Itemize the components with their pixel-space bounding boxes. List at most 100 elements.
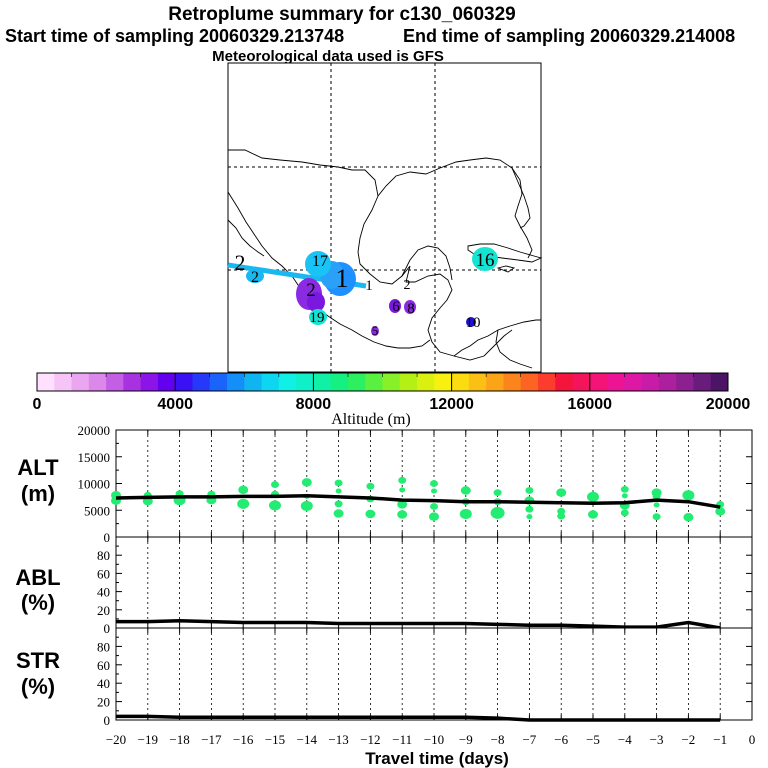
colorbar: 0 4000 8000 12000 16000 20000 Altitude (m) — [33, 372, 751, 428]
alt-point — [397, 500, 408, 509]
colorbar-cell — [434, 373, 453, 391]
colorbar-cell — [123, 373, 142, 391]
x-tick-label: −1 — [713, 732, 727, 747]
colorbar-cell — [140, 373, 159, 391]
alt-point — [399, 487, 406, 493]
colorbar-cell — [589, 373, 608, 391]
colorbar-cell — [624, 373, 643, 391]
colorbar-cell — [54, 373, 73, 391]
str-panel: 0 20 40 60 80 — [97, 627, 753, 728]
y-tick-label: 15000 — [78, 450, 111, 465]
alt-point — [493, 489, 502, 496]
x-tick-label: −9 — [459, 732, 473, 747]
alt-point — [652, 513, 661, 521]
colorbar-tick-label: 20000 — [706, 396, 751, 413]
abl-series-line — [116, 618, 721, 630]
colorbar-cell — [227, 373, 245, 391]
alt-point — [557, 512, 566, 520]
map-label-10: 10 — [466, 315, 481, 331]
colorbar-cell — [468, 373, 487, 391]
colorbar-label: Altitude (m) — [331, 411, 411, 428]
alt-point — [683, 512, 694, 522]
figure-title: Retroplume summary for c130_060329 — [168, 4, 515, 25]
y-tick-label: 20 — [97, 603, 110, 618]
alt-point — [237, 498, 250, 509]
alt-point — [366, 482, 375, 490]
alt-panel-unit: (m) — [21, 481, 55, 506]
x-axis: −20 −19 −18 −17 −16 −15 −14 −13 −12 −11 −10 −9 −8 −7−… — [106, 732, 755, 747]
map-label-2-big: 2 — [235, 250, 246, 275]
map-label-16: 16 — [476, 250, 495, 271]
colorbar-cell — [382, 373, 401, 391]
colorbar-cell — [209, 373, 228, 391]
alt-point — [398, 476, 407, 484]
start-time-label: Start time of sampling 20060329.213748 — [5, 26, 344, 46]
map-label-17: 17 — [312, 253, 328, 270]
colorbar-cell — [399, 373, 418, 391]
alt-point — [333, 509, 344, 518]
colorbar-cell — [520, 373, 539, 391]
x-tick-label: −6 — [554, 732, 568, 747]
colorbar-cell — [537, 373, 556, 391]
colorbar-cell — [296, 373, 314, 391]
alt-point — [459, 508, 472, 520]
colorbar-tick-label: 4000 — [157, 396, 193, 413]
plume-blob-6 — [389, 299, 401, 313]
x-tick-label: −17 — [201, 732, 222, 747]
map-frame — [227, 62, 542, 373]
y-tick-label: 40 — [97, 585, 110, 600]
map-label-2-small: 2 — [251, 269, 259, 286]
plume-markers — [246, 247, 498, 336]
y-tick-label: 5000 — [84, 503, 110, 518]
alt-point — [429, 512, 439, 521]
alt-point — [715, 507, 726, 516]
map-label-6: 6 — [392, 299, 400, 315]
colorbar-cell — [503, 373, 522, 391]
alt-point — [557, 507, 566, 515]
met-data-label: Meteorological data used is GFS — [212, 48, 444, 65]
colorbar-cell — [710, 373, 729, 391]
x-tick-label: −8 — [491, 732, 505, 747]
colorbar-cell — [313, 373, 332, 391]
coastlines — [227, 149, 543, 369]
x-tick-label: −12 — [360, 732, 380, 747]
colorbar-cell — [71, 373, 90, 391]
plume-blob-17 — [305, 251, 331, 277]
x-tick-label: −5 — [586, 732, 600, 747]
colorbar-cell — [244, 373, 263, 391]
alt-point — [525, 505, 534, 513]
alt-point — [588, 510, 598, 519]
y-tick-label: 10000 — [78, 477, 111, 492]
alt-point — [490, 506, 505, 519]
colorbar-tick-label: 16000 — [568, 396, 613, 413]
colorbar-cell — [658, 373, 677, 391]
y-tick-label: 80 — [97, 548, 110, 563]
y-tick-label: 0 — [104, 713, 111, 728]
colorbar-tick-label: 0 — [33, 396, 42, 413]
str-panel-label: STR — [16, 648, 60, 673]
colorbar-cell — [347, 373, 366, 391]
alt-panel-label: ALT — [17, 455, 59, 480]
colorbar-tick-label: 12000 — [429, 396, 474, 413]
x-tick-label: −19 — [138, 732, 158, 747]
y-tick-label: 60 — [97, 566, 110, 581]
x-tick-label: −14 — [297, 732, 318, 747]
colorbar-cell — [157, 373, 176, 391]
x-tick-label: −7 — [522, 732, 536, 747]
colorbar-cell — [330, 373, 349, 391]
alt-point — [300, 500, 313, 512]
alt-point — [397, 510, 408, 519]
map-label-2-east: 2 — [404, 278, 411, 293]
colorbar-cell — [486, 373, 504, 391]
abl-panel: 0 20 40 60 80 — [97, 536, 753, 636]
alt-point — [525, 487, 534, 494]
colorbar-cell — [417, 373, 435, 391]
x-tick-label: −3 — [650, 732, 664, 747]
colorbar-cells — [37, 373, 729, 391]
x-tick-label: −2 — [681, 732, 695, 747]
map-label-1-small: 1 — [365, 278, 373, 294]
end-time-label: End time of sampling 20060329.214008 — [403, 26, 735, 46]
plume-blob-8 — [404, 300, 416, 314]
str-series-line — [116, 714, 721, 722]
alt-point — [620, 509, 629, 517]
